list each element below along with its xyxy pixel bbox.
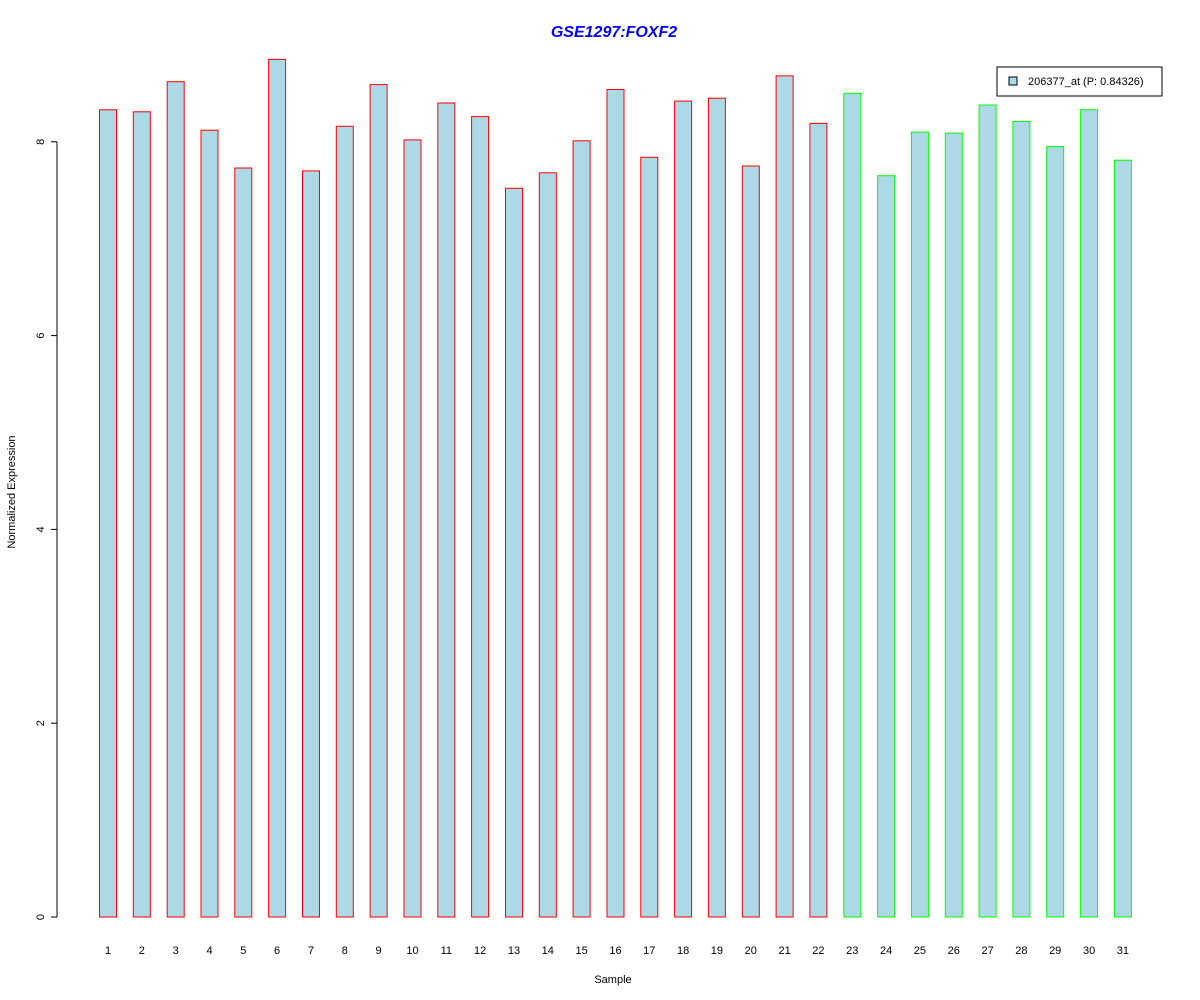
bar-sample-20 [741,165,760,918]
bar-sample-5 [234,167,253,918]
x-axis-label: Sample [594,974,631,986]
x-axis-tick-label: 28 [1015,945,1027,957]
bar-sample-15 [572,140,591,918]
x-axis-tick-label: 4 [206,945,212,957]
bar-sample-8 [335,125,354,918]
bar-sample-6 [268,58,287,918]
x-axis-tick-label: 27 [981,945,993,957]
x-axis-tick-label: 5 [240,945,246,957]
bar-sample-3 [166,81,185,918]
x-axis-tick-label: 30 [1083,945,1095,957]
x-axis-tick-label: 16 [609,945,621,957]
x-axis-tick-label: 31 [1117,945,1129,957]
bar-sample-30 [1080,109,1099,918]
bar-sample-10 [403,139,422,918]
y-axis-label: Normalized Expression [6,435,18,548]
bar-sample-27 [978,104,997,918]
bar-sample-12 [471,116,490,918]
x-axis-tick-label: 23 [846,945,858,957]
x-axis-tick-label: 11 [441,945,452,957]
bar-sample-23 [843,92,862,918]
bar-sample-21 [775,75,794,918]
x-axis-tick-labels: 1 2 3 4 5 6 7 8 9 10 11 12 13 14 15 16 17 18 19 20 21 22 23 24 2… [105,945,1129,957]
x-axis-tick-label: 12 [474,945,486,957]
x-axis-tick-label: 10 [406,945,418,957]
chart-title: GSE1297:FOXF2 [551,24,677,41]
y-axis-tick-label: 0 [35,914,47,920]
y-axis: 0 2 4 6 8 [35,139,58,920]
bar-sample-14 [538,172,557,918]
bar-sample-13 [505,187,523,918]
bar-sample-7 [302,170,320,918]
legend-swatch [1008,76,1018,86]
bars [99,58,1132,918]
bar-sample-26 [944,132,963,918]
y-axis-tick-label: 8 [35,139,47,145]
bar-sample-16 [606,89,625,918]
x-axis-tick-label: 3 [173,945,179,957]
legend-entry: 206377_at (P: 0.84326) [1028,76,1144,88]
bar-sample-25 [910,131,929,918]
legend-box [996,66,1163,97]
x-axis-tick-label: 21 [778,945,790,957]
y-axis-tick-label: 6 [35,333,47,339]
bar-sample-22 [809,122,828,918]
bar-sample-2 [132,111,151,918]
x-axis-tick-label: 19 [711,945,723,957]
x-axis-tick-label: 2 [139,945,145,957]
bar-sample-19 [707,97,726,918]
x-axis-tick-label: 24 [880,945,892,957]
x-axis-tick-label: 13 [508,945,520,957]
x-axis-tick-label: 6 [274,945,280,957]
bar-sample-11 [437,102,456,918]
x-axis-tick-label: 1 [105,945,111,957]
bar-sample-28 [1012,121,1031,918]
bar-sample-17 [640,156,659,918]
bar-sample-31 [1113,159,1132,918]
x-axis-tick-label: 9 [376,945,382,957]
x-axis-tick-label: 22 [812,945,824,957]
bar-sample-4 [200,129,219,918]
y-axis-tick-label: 4 [35,526,47,532]
x-axis-tick-label: 17 [643,945,655,957]
y-axis-tick-label: 2 [35,720,47,726]
bar-sample-24 [877,175,896,918]
bar-sample-29 [1046,146,1065,918]
x-axis-tick-label: 14 [542,945,554,957]
x-axis-tick-label: 25 [914,945,926,957]
x-axis-tick-label: 18 [677,945,689,957]
bar-sample-1 [99,109,117,918]
legend: 206377_at (P: 0.84326) [996,66,1163,97]
x-axis-tick-label: 26 [948,945,960,957]
bar-sample-18 [674,100,693,918]
x-axis-tick-label: 7 [308,945,314,957]
bar-sample-9 [369,84,388,918]
x-axis-tick-label: 15 [575,945,587,957]
x-axis-tick-label: 29 [1049,945,1061,957]
x-axis-tick-label: 8 [342,945,348,957]
x-axis-tick-label: 20 [745,945,757,957]
